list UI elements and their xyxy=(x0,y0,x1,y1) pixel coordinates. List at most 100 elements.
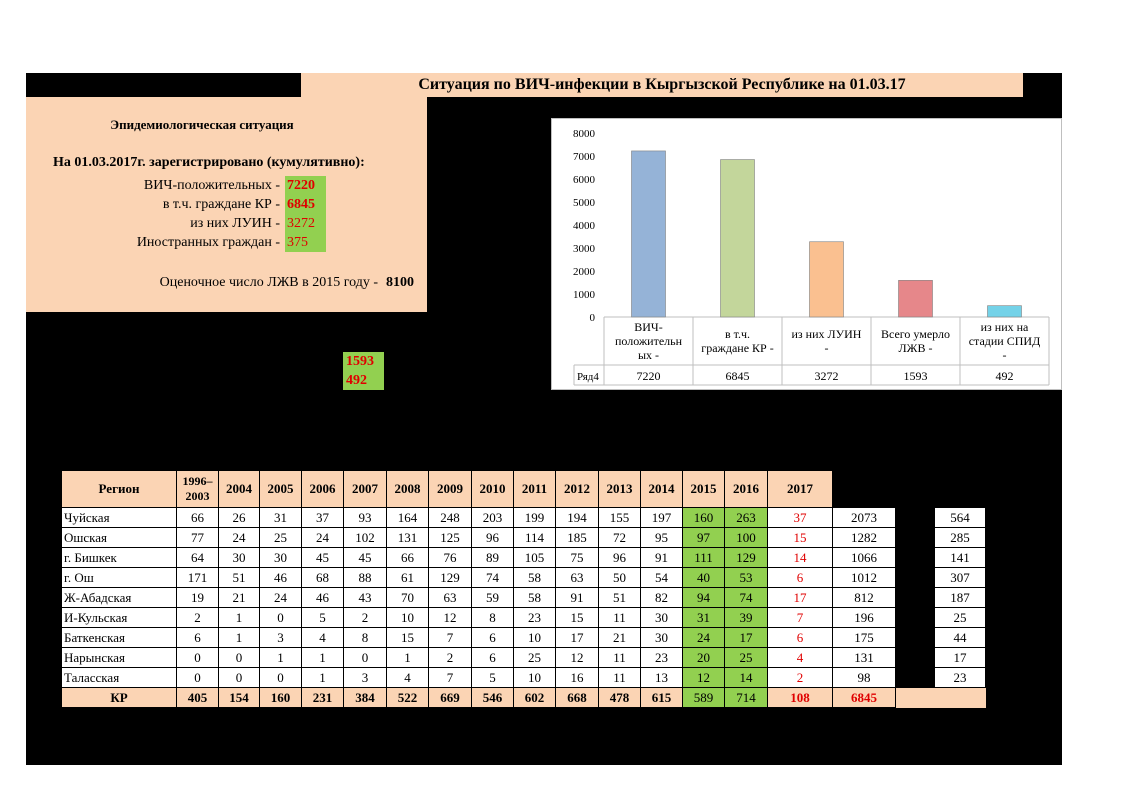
region-total: 1012 xyxy=(832,567,896,588)
year-value: 6 xyxy=(471,647,514,668)
year-value: 75 xyxy=(555,547,599,568)
year-value: 96 xyxy=(471,527,514,548)
year-value: 405 xyxy=(176,687,219,708)
year-value: 111 xyxy=(682,547,725,568)
year-value: 4 xyxy=(767,647,833,668)
blank-header xyxy=(896,471,935,508)
epi-value-idu: 3272 xyxy=(285,214,326,233)
year-value: 21 xyxy=(598,627,641,648)
category-label-line: из них ЛУИН xyxy=(792,327,862,341)
year-value: 30 xyxy=(259,547,302,568)
year-value: 155 xyxy=(598,507,641,528)
category-label-line: Всего умерло xyxy=(881,327,950,341)
year-header: 2013 xyxy=(598,470,641,508)
year-value: 0 xyxy=(176,647,219,668)
year-value: 2 xyxy=(343,607,387,628)
epi-estimate-label: Оценочное число ЛЖВ в 2015 году - xyxy=(159,275,378,290)
epi-value-hiv-positive: 7220 xyxy=(285,176,326,195)
year-value: 15 xyxy=(767,527,833,548)
blank-header xyxy=(935,471,986,508)
year-value: 53 xyxy=(724,567,768,588)
column-gap xyxy=(896,508,935,528)
year-header: 2016 xyxy=(724,470,768,508)
year-value: 0 xyxy=(218,647,260,668)
table-row: Таласская 0 0 0 1 3 4 7 5 10 16 11 13 12 14 2 98 23 xyxy=(61,667,986,688)
year-value: 154 xyxy=(218,687,260,708)
year-value: 0 xyxy=(176,667,219,688)
year-value: 3 xyxy=(343,667,387,688)
bar xyxy=(898,280,933,318)
table-row: И-Кульская 2 1 0 5 2 10 12 8 23 15 11 30 31 39 7 196 25 xyxy=(61,607,986,628)
year-value: 16 xyxy=(555,667,599,688)
year-value: 248 xyxy=(428,507,472,528)
epi-label-foreigners: Иностранных граждан - xyxy=(136,235,280,250)
column-gap xyxy=(934,687,986,708)
table-body: Чуйская 66 26 31 37 93 164 248 203 199 194 155 197 16… xyxy=(61,507,986,708)
year-value: 17 xyxy=(555,627,599,648)
year-value: 37 xyxy=(767,507,833,528)
year-value: 25 xyxy=(259,527,302,548)
category-label: в т.ч. граждане КР - xyxy=(701,327,773,355)
year-value: 171 xyxy=(176,567,219,588)
region-name: Чуйская xyxy=(61,507,177,528)
year-value: 66 xyxy=(176,507,219,528)
year-header: 2009 xyxy=(428,470,472,508)
table-row: Нарынская 0 0 1 1 0 1 2 6 25 12 11 23 20 25 4 131 17 xyxy=(61,647,986,668)
y-tick-label: 4000 xyxy=(573,220,596,232)
year-value: 0 xyxy=(259,667,302,688)
year-value: 478 xyxy=(598,687,641,708)
year-value: 20 xyxy=(682,647,725,668)
category-label-line: - xyxy=(1003,348,1007,362)
year-value: 54 xyxy=(640,567,683,588)
year-value: 13 xyxy=(640,667,683,688)
deaths-box: 1593 xyxy=(343,352,384,371)
column-gap xyxy=(896,568,935,588)
chart-svg: 0 1000 2000 3000 4000 5000 6000 7000 8000 Ряд4 ВИЧ… xyxy=(573,128,1050,386)
year-value: 7 xyxy=(428,627,472,648)
y-tick-label: 6000 xyxy=(573,174,596,186)
category-label-line: положительн xyxy=(615,334,683,348)
column-gap xyxy=(896,588,935,608)
year-value: 68 xyxy=(301,567,344,588)
year-value: 96 xyxy=(598,547,641,568)
region-extra: 285 xyxy=(934,527,986,548)
year-value: 197 xyxy=(640,507,683,528)
year-value: 25 xyxy=(724,647,768,668)
year-value: 8 xyxy=(471,607,514,628)
region-total: 175 xyxy=(832,627,896,648)
region-extra: 141 xyxy=(934,547,986,568)
year-value: 17 xyxy=(724,627,768,648)
column-gap xyxy=(896,528,935,548)
total-row: КР 405 154 160 231 384 522 669 546 602 668 478 615 58… xyxy=(61,687,986,708)
region-extra: 44 xyxy=(934,627,986,648)
year-value: 51 xyxy=(218,567,260,588)
year-value: 12 xyxy=(555,647,599,668)
column-gap xyxy=(896,648,935,668)
year-value: 63 xyxy=(428,587,472,608)
year-value: 6 xyxy=(176,627,219,648)
year-value: 94 xyxy=(682,587,725,608)
aids-stage-box: 492 xyxy=(343,371,384,390)
year-value: 58 xyxy=(513,587,556,608)
year-value: 1 xyxy=(259,647,302,668)
year-header: 2005 xyxy=(259,470,302,508)
year-value: 11 xyxy=(598,607,641,628)
year-value: 24 xyxy=(218,527,260,548)
year-header: 2006 xyxy=(301,470,344,508)
year-value: 10 xyxy=(386,607,429,628)
year-value: 97 xyxy=(682,527,725,548)
y-tick-label: 7000 xyxy=(573,151,596,163)
year-value: 14 xyxy=(724,667,768,688)
year-value: 589 xyxy=(682,687,725,708)
year-value: 129 xyxy=(724,547,768,568)
region-name: КР xyxy=(61,687,177,708)
year-value: 31 xyxy=(682,607,725,628)
hiv-bar-chart: 0 1000 2000 3000 4000 5000 6000 7000 8000 Ряд4 ВИЧ… xyxy=(551,118,1062,390)
category-label-line: из них на xyxy=(981,320,1029,334)
region-total: 2073 xyxy=(832,507,896,528)
region-name: И-Кульская xyxy=(61,607,177,628)
region-name: Ошская xyxy=(61,527,177,548)
region-extra: 187 xyxy=(934,587,986,608)
column-gap xyxy=(896,608,935,628)
year-value: 164 xyxy=(386,507,429,528)
